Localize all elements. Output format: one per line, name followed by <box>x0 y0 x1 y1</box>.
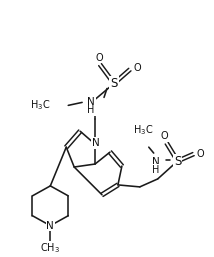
Text: N: N <box>152 157 160 167</box>
Text: O: O <box>133 63 141 72</box>
Text: H$_3$C: H$_3$C <box>133 123 153 137</box>
Text: S: S <box>110 77 118 90</box>
Text: N: N <box>46 221 54 231</box>
Text: N: N <box>92 138 100 148</box>
Text: CH$_3$: CH$_3$ <box>40 242 60 255</box>
Text: H$_3$C: H$_3$C <box>30 98 50 112</box>
Text: S: S <box>174 154 181 168</box>
Text: O: O <box>95 53 103 63</box>
Text: O: O <box>197 149 204 159</box>
Text: H: H <box>87 105 95 115</box>
Text: O: O <box>161 131 168 141</box>
Text: N: N <box>87 97 95 107</box>
Text: H: H <box>152 165 159 175</box>
